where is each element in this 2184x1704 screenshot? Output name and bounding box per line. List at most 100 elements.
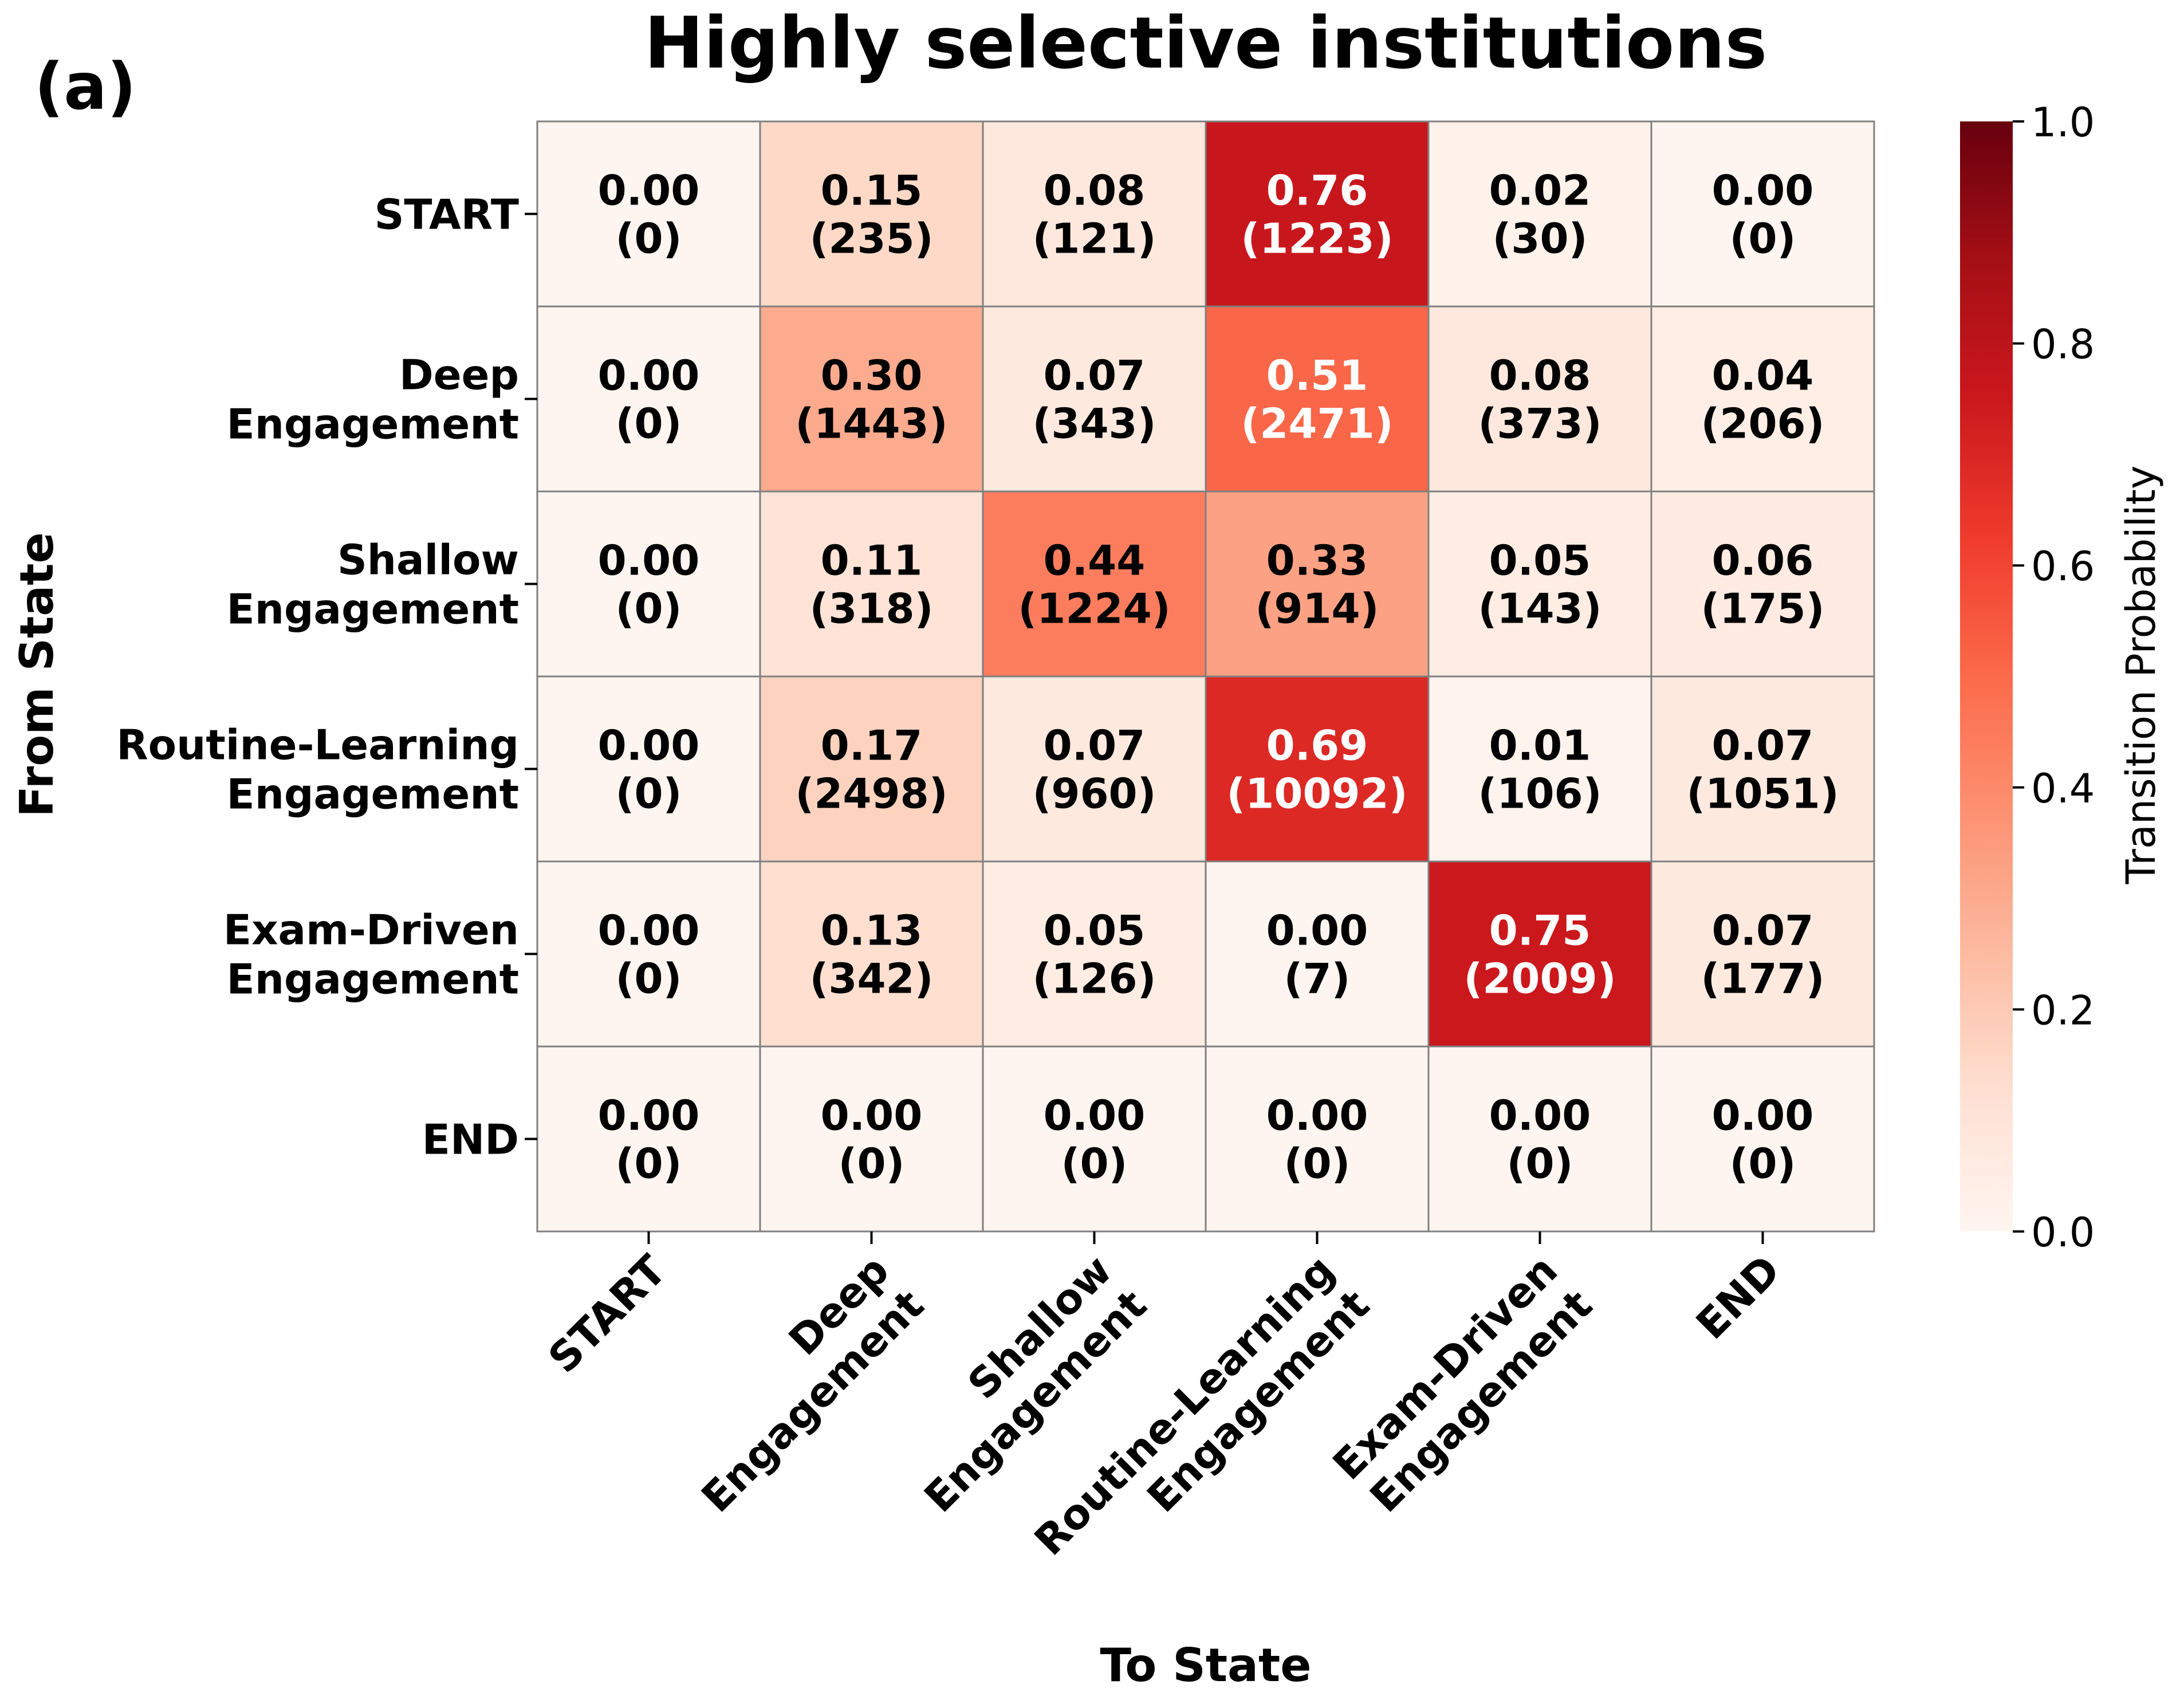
cell-count-label: (342) bbox=[809, 955, 933, 1003]
heatmap-cell bbox=[982, 675, 1207, 863]
y-tick-label: Exam-Driven bbox=[223, 906, 519, 954]
heatmap-cell bbox=[1427, 860, 1652, 1048]
heatmap-cell bbox=[1205, 120, 1430, 308]
y-tick-label: Shallow bbox=[337, 536, 519, 584]
y-tick-label: Deep bbox=[399, 351, 519, 399]
cell-count-label: (106) bbox=[1478, 770, 1601, 818]
cell-count-label: (0) bbox=[1284, 1140, 1351, 1188]
cell-count-label: (2009) bbox=[1463, 955, 1616, 1003]
cell-probability-label: 0.69 bbox=[1266, 722, 1368, 770]
y-tick-label: Engagement bbox=[227, 400, 519, 448]
cell-count-label: (10092) bbox=[1226, 770, 1407, 818]
cell-probability-label: 0.00 bbox=[1712, 1092, 1814, 1140]
colorbar-tick-label: 1.0 bbox=[2031, 99, 2095, 146]
cell-count-label: (0) bbox=[616, 400, 682, 448]
heatmap-cell bbox=[1205, 305, 1430, 493]
cell-probability-label: 0.01 bbox=[1489, 722, 1591, 770]
heatmap-cell bbox=[759, 490, 984, 678]
colorbar-tick-label: 0.4 bbox=[2031, 765, 2095, 812]
cell-count-label: (30) bbox=[1492, 215, 1587, 263]
cell-probability-label: 0.05 bbox=[1044, 907, 1146, 955]
cell-count-label: (343) bbox=[1032, 400, 1156, 448]
cell-count-label: (0) bbox=[1730, 1140, 1796, 1188]
x-tick-label: DeepEngagement bbox=[658, 1246, 933, 1521]
cell-count-label: (1223) bbox=[1241, 215, 1393, 263]
cell-count-label: (177) bbox=[1701, 955, 1824, 1003]
cell-probability-label: 0.00 bbox=[598, 537, 700, 585]
cell-probability-label: 0.17 bbox=[821, 722, 923, 770]
heatmap-cell bbox=[759, 305, 984, 493]
heatmap-cell bbox=[536, 490, 761, 678]
cell-count-label: (235) bbox=[809, 215, 933, 263]
cell-probability-label: 0.00 bbox=[598, 907, 700, 955]
y-tick-label: START bbox=[375, 191, 519, 239]
cell-probability-label: 0.00 bbox=[598, 1092, 700, 1140]
heatmap-cell bbox=[982, 490, 1207, 678]
cell-probability-label: 0.13 bbox=[821, 907, 923, 955]
cell-count-label: (7) bbox=[1284, 955, 1351, 1003]
y-axis-label: From State bbox=[10, 532, 64, 817]
heatmap-cell bbox=[1205, 860, 1430, 1048]
cell-probability-label: 0.00 bbox=[1044, 1092, 1146, 1140]
cell-count-label: (0) bbox=[616, 215, 682, 263]
cell-probability-label: 0.07 bbox=[1712, 907, 1814, 955]
cell-probability-label: 0.75 bbox=[1489, 907, 1591, 955]
cell-probability-label: 0.00 bbox=[1489, 1092, 1591, 1140]
cell-count-label: (175) bbox=[1701, 585, 1824, 633]
colorbar-tick-label: 0.2 bbox=[2031, 987, 2095, 1034]
y-tick-label: Engagement bbox=[227, 955, 519, 1003]
heatmap-cell bbox=[1650, 490, 1875, 678]
cell-probability-label: 0.00 bbox=[1712, 167, 1814, 215]
cell-count-label: (914) bbox=[1255, 585, 1379, 633]
cell-count-label: (0) bbox=[1061, 1140, 1128, 1188]
cell-probability-label: 0.44 bbox=[1044, 537, 1146, 585]
colorbar: 0.0 0.2 0.4 0.6 0.8 1.0 bbox=[1960, 99, 2095, 1256]
y-tick-label: END bbox=[422, 1116, 519, 1164]
cell-count-label: (1224) bbox=[1018, 585, 1170, 633]
cell-probability-label: 0.00 bbox=[821, 1092, 923, 1140]
cell-count-label: (0) bbox=[616, 585, 682, 633]
heatmap-cell bbox=[536, 120, 761, 308]
heatmap-cell bbox=[1650, 675, 1875, 863]
heatmap-cell bbox=[1427, 675, 1652, 863]
cell-count-label: (0) bbox=[1507, 1140, 1573, 1188]
heatmap-cell bbox=[1205, 675, 1430, 863]
cell-count-label: (1443) bbox=[795, 400, 947, 448]
y-tick-label: Routine-Learning bbox=[116, 721, 519, 769]
cell-probability-label: 0.07 bbox=[1044, 352, 1146, 400]
cell-count-label: (318) bbox=[809, 585, 933, 633]
x-axis-label: To State bbox=[1100, 1639, 1311, 1692]
heatmap-cell bbox=[536, 1045, 761, 1233]
cell-count-label: (143) bbox=[1478, 585, 1601, 633]
cell-count-label: (0) bbox=[616, 770, 682, 818]
cell-probability-label: 0.76 bbox=[1266, 167, 1368, 215]
cell-count-label: (0) bbox=[616, 955, 682, 1003]
x-tick-label-line: END bbox=[1687, 1246, 1789, 1348]
heatmap-cell bbox=[1650, 860, 1875, 1048]
cell-probability-label: 0.06 bbox=[1712, 537, 1814, 585]
cell-probability-label: 0.00 bbox=[598, 722, 700, 770]
cell-count-label: (373) bbox=[1478, 400, 1601, 448]
heatmap-cell bbox=[1427, 490, 1652, 678]
cell-probability-label: 0.11 bbox=[821, 537, 923, 585]
cell-probability-label: 0.00 bbox=[598, 352, 700, 400]
y-tick-label: Engagement bbox=[227, 770, 519, 818]
cell-probability-label: 0.15 bbox=[821, 167, 923, 215]
colorbar-tick-label: 0.8 bbox=[2031, 321, 2095, 368]
cell-probability-label: 0.07 bbox=[1044, 722, 1146, 770]
cell-probability-label: 0.00 bbox=[1266, 907, 1368, 955]
cell-probability-label: 0.00 bbox=[1266, 1092, 1368, 1140]
colorbar-gradient bbox=[1960, 121, 2013, 1231]
heatmap-cells: 0.00(0)0.15(235)0.08(121)0.76(1223)0.02(… bbox=[536, 120, 1875, 1233]
cell-count-label: (1051) bbox=[1686, 770, 1839, 818]
x-tick-label: END bbox=[1687, 1246, 1789, 1348]
heatmap-cell bbox=[1427, 120, 1652, 308]
colorbar-tick-label: 0.6 bbox=[2031, 543, 2095, 590]
x-tick-label: Exam-DrivenEngagement bbox=[1324, 1246, 1601, 1524]
cell-probability-label: 0.08 bbox=[1489, 352, 1591, 400]
cell-count-label: (0) bbox=[839, 1140, 905, 1188]
cell-probability-label: 0.00 bbox=[598, 167, 700, 215]
colorbar-label: Transition Probability bbox=[2118, 466, 2165, 885]
